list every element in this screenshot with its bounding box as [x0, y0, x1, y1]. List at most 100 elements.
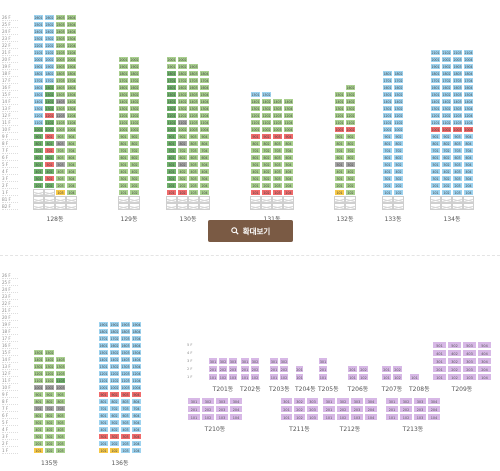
- unit-cell[interactable]: 1001: [430, 126, 441, 133]
- unit-cell[interactable]: 301: [334, 175, 345, 182]
- unit-cell[interactable]: 1303: [272, 105, 283, 112]
- unit-cell[interactable]: 903: [55, 391, 66, 398]
- unit-cell[interactable]: 102: [441, 189, 452, 196]
- unit-cell[interactable]: 1401: [166, 98, 177, 105]
- unit-cell[interactable]: 1502: [109, 349, 120, 356]
- unit-cell[interactable]: 1103: [188, 119, 199, 126]
- unit-cell[interactable]: 703: [452, 147, 463, 154]
- unit-cell[interactable]: [452, 203, 463, 210]
- unit-cell[interactable]: 1601: [98, 342, 109, 349]
- unit-cell[interactable]: 1102: [345, 119, 356, 126]
- unit-cell[interactable]: 1802: [44, 70, 55, 77]
- unit-cell[interactable]: 402: [129, 168, 140, 175]
- unit-cell[interactable]: 301: [166, 175, 177, 182]
- unit-cell[interactable]: 1301: [382, 105, 393, 112]
- townhouse-unit-cell[interactable]: 202: [250, 365, 260, 373]
- unit-cell[interactable]: 1504: [199, 91, 210, 98]
- unit-cell[interactable]: 202: [261, 182, 272, 189]
- unit-cell[interactable]: 1202: [345, 112, 356, 119]
- unit-cell[interactable]: 801: [33, 398, 44, 405]
- unit-cell[interactable]: 303: [55, 175, 66, 182]
- unit-cell[interactable]: 1201: [33, 370, 44, 377]
- unit-cell[interactable]: 701: [334, 147, 345, 154]
- unit-cell[interactable]: 1303: [452, 105, 463, 112]
- townhouse-unit-cell[interactable]: 203: [462, 365, 477, 373]
- unit-cell[interactable]: [272, 203, 283, 210]
- unit-cell[interactable]: 1402: [393, 98, 404, 105]
- unit-cell[interactable]: 1704: [131, 335, 142, 342]
- unit-cell[interactable]: 801: [430, 140, 441, 147]
- unit-cell[interactable]: 1304: [199, 105, 210, 112]
- unit-cell[interactable]: 701: [430, 147, 441, 154]
- unit-cell[interactable]: 2502: [44, 21, 55, 28]
- unit-cell[interactable]: 2104: [463, 49, 474, 56]
- unit-cell[interactable]: 901: [33, 391, 44, 398]
- unit-cell[interactable]: 502: [261, 161, 272, 168]
- unit-cell[interactable]: 1702: [393, 77, 404, 84]
- unit-cell[interactable]: 804: [66, 140, 77, 147]
- unit-cell[interactable]: 1101: [98, 377, 109, 384]
- unit-cell[interactable]: 1201: [334, 112, 345, 119]
- unit-cell[interactable]: 1501: [98, 349, 109, 356]
- unit-cell[interactable]: 502: [177, 161, 188, 168]
- unit-cell[interactable]: 1804: [199, 70, 210, 77]
- unit-cell[interactable]: 1702: [44, 77, 55, 84]
- unit-cell[interactable]: 1904: [66, 63, 77, 70]
- unit-cell[interactable]: 1003: [452, 126, 463, 133]
- unit-cell[interactable]: 1704: [463, 77, 474, 84]
- unit-cell[interactable]: 902: [393, 133, 404, 140]
- townhouse-unit-cell[interactable]: 203: [350, 405, 364, 413]
- unit-cell[interactable]: 1201: [98, 370, 109, 377]
- unit-cell[interactable]: 901: [334, 133, 345, 140]
- townhouse-unit-cell[interactable]: 201: [295, 365, 304, 373]
- unit-cell[interactable]: 1201: [382, 112, 393, 119]
- townhouse-unit-cell[interactable]: 303: [306, 397, 319, 405]
- townhouse-unit-cell[interactable]: 204: [477, 365, 492, 373]
- unit-cell[interactable]: 804: [199, 140, 210, 147]
- unit-cell[interactable]: [33, 189, 44, 196]
- unit-cell[interactable]: 1602: [129, 84, 140, 91]
- townhouse-unit-cell[interactable]: 301: [318, 357, 328, 365]
- unit-cell[interactable]: 1802: [129, 70, 140, 77]
- unit-cell[interactable]: 1704: [66, 77, 77, 84]
- unit-cell[interactable]: 1301: [98, 363, 109, 370]
- unit-cell[interactable]: [44, 196, 55, 203]
- unit-cell[interactable]: 1502: [177, 91, 188, 98]
- unit-cell[interactable]: 803: [272, 140, 283, 147]
- unit-cell[interactable]: 2104: [66, 49, 77, 56]
- townhouse-unit-cell[interactable]: 301: [385, 397, 399, 405]
- unit-cell[interactable]: 1701: [166, 77, 177, 84]
- unit-cell[interactable]: 1401: [118, 98, 129, 105]
- unit-cell[interactable]: 1802: [441, 70, 452, 77]
- unit-cell[interactable]: 1302: [109, 363, 120, 370]
- unit-cell[interactable]: 203: [55, 440, 66, 447]
- unit-cell[interactable]: 1104: [66, 119, 77, 126]
- unit-cell[interactable]: 1603: [120, 342, 131, 349]
- unit-cell[interactable]: 2202: [44, 42, 55, 49]
- unit-cell[interactable]: 2001: [118, 56, 129, 63]
- townhouse-unit-cell[interactable]: 404: [477, 349, 492, 357]
- unit-cell[interactable]: 602: [129, 154, 140, 161]
- unit-cell[interactable]: 1501: [250, 91, 261, 98]
- unit-cell[interactable]: 1403: [188, 98, 199, 105]
- townhouse-unit-cell[interactable]: 104: [427, 413, 441, 421]
- unit-cell[interactable]: 503: [188, 161, 199, 168]
- unit-cell[interactable]: 402: [345, 168, 356, 175]
- unit-cell[interactable]: 702: [129, 147, 140, 154]
- unit-cell[interactable]: 304: [199, 175, 210, 182]
- unit-cell[interactable]: 503: [272, 161, 283, 168]
- unit-cell[interactable]: 804: [463, 140, 474, 147]
- unit-cell[interactable]: 702: [345, 147, 356, 154]
- unit-cell[interactable]: 1101: [334, 119, 345, 126]
- townhouse-unit-cell[interactable]: 504: [477, 341, 492, 349]
- unit-cell[interactable]: 1301: [118, 105, 129, 112]
- unit-cell[interactable]: 1202: [44, 112, 55, 119]
- townhouse-unit-cell[interactable]: 303: [228, 357, 238, 365]
- unit-cell[interactable]: 1203: [188, 112, 199, 119]
- unit-cell[interactable]: 403: [55, 168, 66, 175]
- unit-cell[interactable]: 201: [33, 182, 44, 189]
- unit-cell[interactable]: 703: [55, 147, 66, 154]
- unit-cell[interactable]: 1302: [129, 105, 140, 112]
- unit-cell[interactable]: [44, 189, 55, 196]
- unit-cell[interactable]: 1104: [463, 119, 474, 126]
